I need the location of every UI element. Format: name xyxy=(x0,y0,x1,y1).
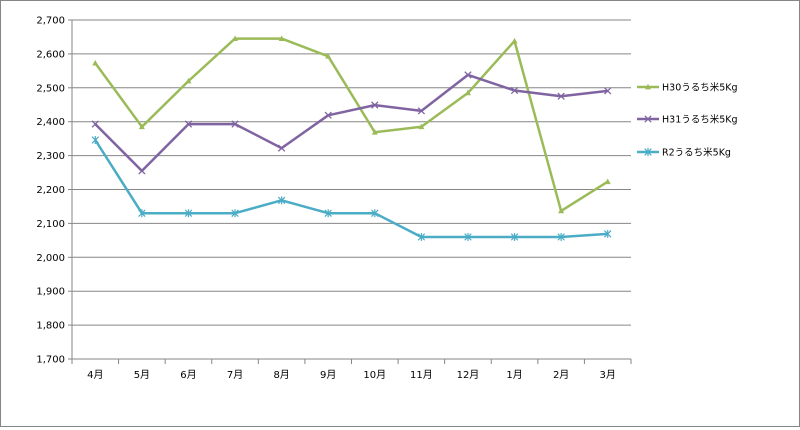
data-point xyxy=(371,101,379,109)
y-tick-label: 2,300 xyxy=(36,151,65,162)
data-point xyxy=(604,87,612,95)
data-point xyxy=(557,232,565,241)
x-tick-label: 5月 xyxy=(134,369,150,381)
data-point xyxy=(185,77,192,84)
data-point xyxy=(231,209,239,218)
x-tick-label: 10月 xyxy=(363,369,386,381)
y-tick-label: 1,900 xyxy=(36,287,65,298)
x-tick-label: 3月 xyxy=(600,369,616,381)
y-tick-label: 2,000 xyxy=(36,253,65,264)
axes: 1,700 1,800 1,900 2,000 2,100 2,200 2,300 2,400… xyxy=(36,16,632,381)
x-tick-label: 7月 xyxy=(227,369,243,381)
data-point xyxy=(417,107,426,115)
x-tick-label: 8月 xyxy=(273,369,289,381)
series-line-2 xyxy=(94,73,608,173)
y-tick-label: 2,600 xyxy=(36,49,65,60)
x-tick-label: 6月 xyxy=(180,369,196,381)
x-tick-label: 11月 xyxy=(410,369,433,381)
y-tick-label: 1,800 xyxy=(36,321,65,332)
series-line-3 xyxy=(94,139,608,239)
data-point xyxy=(603,229,612,238)
data-point xyxy=(138,123,145,130)
data-point xyxy=(417,232,426,241)
data-point xyxy=(138,167,146,175)
data-point xyxy=(371,209,379,218)
y-tick-label: 2,100 xyxy=(36,219,65,230)
gridlines xyxy=(72,19,631,360)
data-point xyxy=(324,209,332,218)
series-lines xyxy=(91,35,612,241)
data-point xyxy=(91,120,99,128)
data-point xyxy=(278,35,285,42)
data-point xyxy=(184,209,193,218)
data-point xyxy=(464,89,471,96)
data-point xyxy=(558,207,565,214)
legend-marker xyxy=(644,148,652,156)
data-point xyxy=(510,86,519,95)
legend-label: H30うるち米5Kg xyxy=(662,82,738,94)
legend-label: H31うるち米5Kg xyxy=(662,114,738,126)
legend-label: R2うるち米5Kg xyxy=(662,147,731,159)
x-tick-label: 4月 xyxy=(87,369,103,381)
x-tick-label: 1月 xyxy=(506,369,522,381)
data-point xyxy=(91,136,100,145)
data-point xyxy=(231,120,239,128)
data-point xyxy=(418,123,425,130)
y-tick-label: 1,700 xyxy=(36,355,65,366)
data-point xyxy=(92,59,99,66)
legend: H30うるち米5Kg H31うるち米5Kg R2うるち米5Kg xyxy=(637,82,738,159)
legend-marker xyxy=(644,115,652,123)
data-point xyxy=(464,71,472,79)
legend-entry: H30うるち米5Kg xyxy=(637,82,738,94)
x-tick-label: 9月 xyxy=(320,369,336,381)
legend-entry: H31うるち米5Kg xyxy=(637,114,738,126)
y-tick-label: 2,500 xyxy=(36,83,65,94)
data-point xyxy=(464,232,472,241)
data-point xyxy=(325,53,332,59)
data-point xyxy=(510,232,519,241)
data-point xyxy=(184,120,193,128)
data-point xyxy=(511,37,518,44)
y-tick-label: 2,200 xyxy=(36,185,65,196)
data-point xyxy=(277,196,286,205)
data-point xyxy=(232,35,239,42)
x-tick-label: 12月 xyxy=(457,369,480,381)
data-point xyxy=(324,111,332,119)
legend-marker xyxy=(645,83,651,90)
series-line-1 xyxy=(94,37,609,213)
x-tick-label: 2月 xyxy=(553,369,569,381)
legend-entry: R2うるち米5Kg xyxy=(637,147,731,159)
data-point xyxy=(604,178,611,185)
data-point xyxy=(138,209,146,218)
y-tick-label: 2,400 xyxy=(36,117,65,128)
y-tick-label: 2,700 xyxy=(36,16,65,27)
data-point xyxy=(557,92,565,100)
data-point xyxy=(277,144,286,152)
data-point xyxy=(371,129,378,135)
